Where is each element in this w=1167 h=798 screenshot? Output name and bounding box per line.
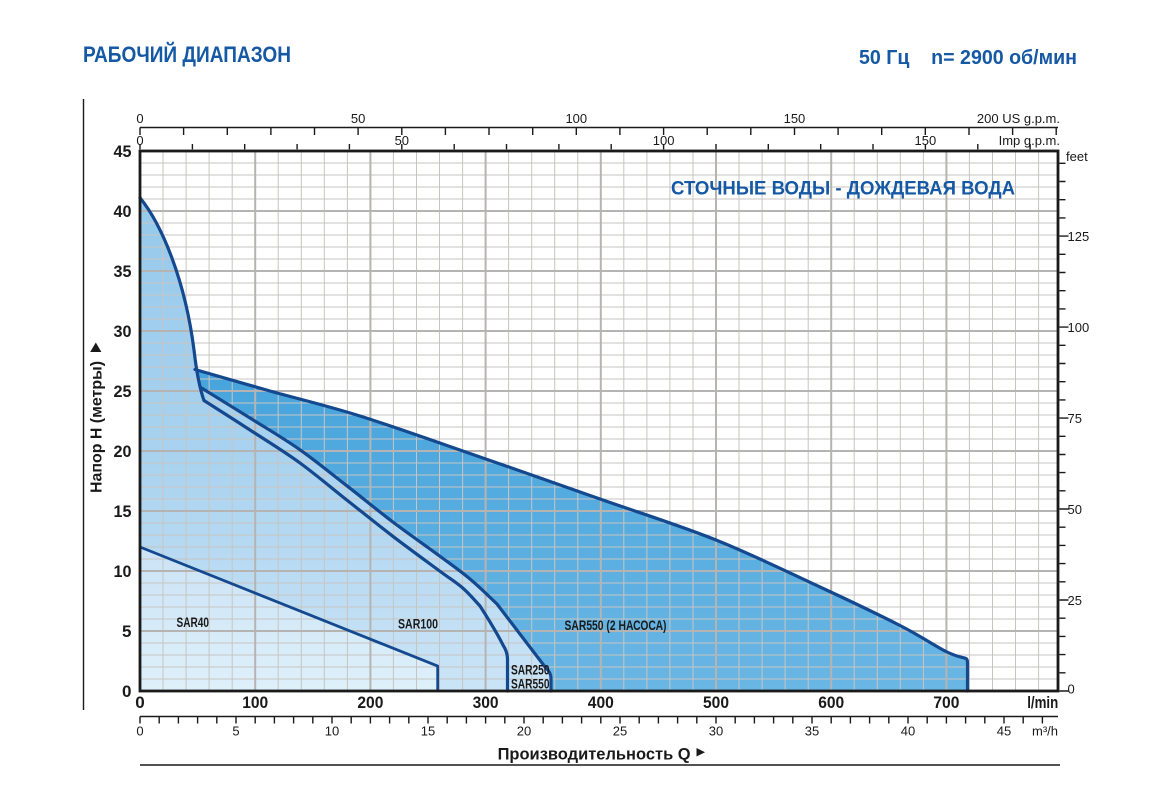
svg-text:700: 700 xyxy=(933,693,959,712)
svg-text:10: 10 xyxy=(325,724,339,739)
svg-text:40: 40 xyxy=(114,202,132,221)
svg-text:125: 125 xyxy=(1068,229,1090,244)
svg-text:100: 100 xyxy=(653,133,675,148)
svg-text:35: 35 xyxy=(114,262,132,281)
svg-text:45: 45 xyxy=(114,142,132,161)
svg-text:0: 0 xyxy=(1068,681,1075,696)
svg-text:СТОЧНЫЕ ВОДЫ - ДОЖДЕВАЯ ВОДА: СТОЧНЫЕ ВОДЫ - ДОЖДЕВАЯ ВОДА xyxy=(671,179,1015,200)
svg-text:500: 500 xyxy=(703,693,729,712)
svg-text:Напор H (метры): Напор H (метры) xyxy=(89,361,106,493)
svg-text:feet: feet xyxy=(1066,149,1088,164)
svg-text:200: 200 xyxy=(357,693,383,712)
svg-text:m³/h: m³/h xyxy=(1032,724,1058,739)
svg-text:SAR40: SAR40 xyxy=(177,615,210,630)
svg-text:30: 30 xyxy=(709,724,723,739)
svg-text:0: 0 xyxy=(136,724,143,739)
svg-text:15: 15 xyxy=(421,724,435,739)
svg-text:35: 35 xyxy=(805,724,819,739)
svg-text:SAR100: SAR100 xyxy=(398,617,438,632)
svg-text:45: 45 xyxy=(997,724,1011,739)
svg-text:SAR550: SAR550 xyxy=(511,676,550,692)
svg-text:SAR550 (2 НАСОСА): SAR550 (2 НАСОСА) xyxy=(565,618,667,633)
svg-text:Производительность Q: Производительность Q xyxy=(498,746,691,764)
svg-text:400: 400 xyxy=(588,693,614,712)
svg-text:150: 150 xyxy=(915,133,937,148)
svg-text:20: 20 xyxy=(517,724,531,739)
svg-text:0: 0 xyxy=(136,133,143,148)
svg-text:600: 600 xyxy=(818,693,844,712)
svg-text:25: 25 xyxy=(114,382,132,401)
svg-text:40: 40 xyxy=(901,724,915,739)
svg-text:200 US g.p.m.: 200 US g.p.m. xyxy=(977,111,1060,126)
svg-text:l/min: l/min xyxy=(1027,693,1058,712)
svg-text:50 Гц n= 2900 об/мин: 50 Гц n= 2900 об/мин xyxy=(859,47,1077,69)
svg-text:5: 5 xyxy=(122,622,131,641)
svg-text:20: 20 xyxy=(114,442,132,461)
svg-text:50: 50 xyxy=(1068,502,1082,517)
svg-text:10: 10 xyxy=(114,562,132,581)
svg-text:РАБОЧИЙ ДИАПАЗОН: РАБОЧИЙ ДИАПАЗОН xyxy=(83,42,291,67)
svg-text:50: 50 xyxy=(395,133,409,148)
svg-text:100: 100 xyxy=(565,111,587,126)
svg-text:5: 5 xyxy=(232,724,239,739)
svg-text:25: 25 xyxy=(1068,593,1082,608)
svg-text:0: 0 xyxy=(122,682,131,701)
svg-text:30: 30 xyxy=(114,322,132,341)
svg-text:25: 25 xyxy=(613,724,627,739)
svg-text:15: 15 xyxy=(114,502,132,521)
svg-text:100: 100 xyxy=(1068,320,1090,335)
svg-text:0: 0 xyxy=(135,693,144,712)
svg-text:150: 150 xyxy=(784,111,806,126)
svg-text:300: 300 xyxy=(473,693,499,712)
svg-text:75: 75 xyxy=(1068,411,1082,426)
svg-text:50: 50 xyxy=(351,111,365,126)
svg-text:0: 0 xyxy=(136,111,143,126)
svg-text:Imp g.p.m.: Imp g.p.m. xyxy=(999,133,1060,148)
svg-text:100: 100 xyxy=(242,693,268,712)
svg-text:SAR250: SAR250 xyxy=(511,662,550,678)
